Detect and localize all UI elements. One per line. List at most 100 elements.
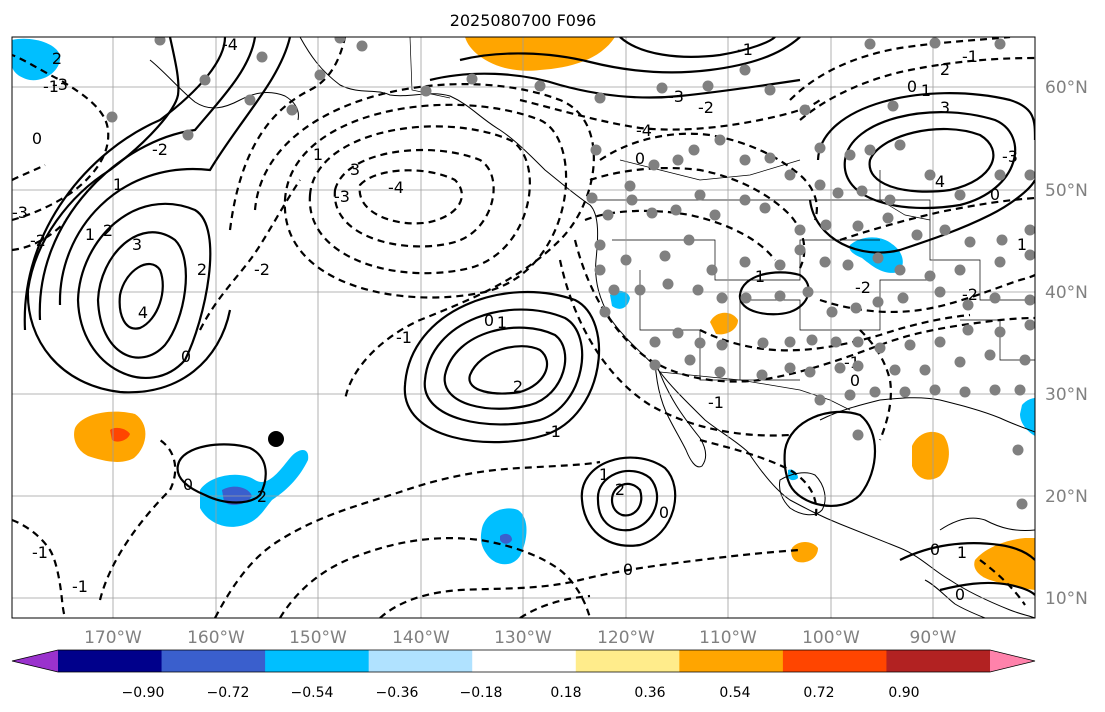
contour-line — [843, 111, 1017, 210]
contour-label: 0 — [955, 585, 965, 604]
contour-line — [699, 438, 818, 521]
contour-label: 3 — [940, 98, 950, 117]
lon-label: 170°W — [84, 628, 142, 648]
station-marker — [706, 264, 718, 276]
contour-line — [58, 37, 292, 306]
contour-line — [12, 164, 46, 181]
contour-line — [423, 308, 584, 426]
station-marker — [684, 354, 696, 366]
contour-line — [610, 482, 643, 517]
station-marker — [594, 239, 606, 251]
lat-label: 50°N — [1045, 181, 1088, 201]
contour-label: 0 — [484, 311, 494, 330]
station-marker — [852, 336, 864, 348]
station-marker — [1024, 169, 1035, 181]
contour-label: 3 — [350, 160, 360, 179]
contour-label: -3 — [52, 75, 68, 94]
station-marker — [852, 360, 864, 372]
contour-label: 1 — [957, 543, 967, 562]
contour-label: -1 — [962, 47, 978, 66]
station-marker — [314, 69, 326, 81]
contour-line — [859, 329, 892, 441]
contour-label: 0 — [32, 129, 42, 148]
station-marker — [864, 38, 876, 50]
contour-line — [199, 179, 301, 331]
lon-label: 150°W — [289, 628, 347, 648]
station-marker — [894, 139, 906, 151]
contour-label: 1 — [113, 175, 123, 194]
station-marker — [894, 264, 906, 276]
contour-line — [573, 239, 1035, 383]
lat-label: 60°N — [1045, 78, 1088, 98]
station-marker — [934, 286, 946, 298]
station-marker — [466, 73, 478, 85]
contour-label: 0 — [990, 185, 1000, 204]
lon-label: 160°W — [187, 628, 245, 648]
contour-line — [176, 443, 267, 504]
station-marker — [864, 144, 876, 156]
contour-line — [379, 548, 801, 618]
contour-label: 2 — [513, 377, 523, 396]
station-marker — [939, 224, 951, 236]
contour-label: -2 — [152, 140, 168, 159]
station-marker — [1024, 294, 1035, 306]
station-marker — [924, 270, 936, 282]
station-marker — [826, 306, 838, 318]
shade-patch — [74, 411, 146, 462]
station-marker — [334, 37, 346, 44]
contour-label: -2 — [30, 231, 46, 250]
contour-line — [333, 148, 495, 248]
contour-line — [228, 37, 347, 231]
colorbar-segment — [575, 650, 680, 672]
colorbar-tick-label: −0.90 — [122, 685, 165, 701]
contour-line — [596, 469, 659, 532]
contour-labels: 4 3 2 1 0 -1 -2 -3 -4 2 1 0 -1 -2 -3 -4 … — [12, 37, 1027, 604]
station-marker — [852, 429, 864, 441]
station-marker — [994, 326, 1006, 338]
contour-label: -1 — [43, 77, 59, 96]
station-marker — [740, 292, 752, 304]
lon-label: 90°W — [910, 628, 957, 648]
station-marker — [929, 37, 941, 49]
shade-patch — [710, 312, 738, 335]
station-marker — [759, 202, 771, 214]
contour-line — [23, 37, 227, 331]
station-marker — [624, 180, 636, 192]
contour-label: 0 — [623, 560, 633, 579]
lon-label: 140°W — [392, 628, 450, 648]
station-marker — [420, 85, 432, 97]
contour-label: 0 — [850, 371, 860, 390]
station-marker — [256, 51, 268, 63]
contour-label: 4 — [935, 172, 945, 191]
colorbar-segment — [58, 650, 163, 672]
contour-line — [253, 83, 595, 401]
station-marker — [996, 234, 1008, 246]
contour-line — [468, 345, 549, 395]
contour-label: 2 — [615, 480, 625, 499]
station-marker — [964, 236, 976, 248]
station-marker — [994, 38, 1006, 50]
station-marker — [869, 386, 881, 398]
station-marker — [872, 296, 884, 308]
contour-label: 4 — [138, 303, 148, 322]
station-marker — [784, 362, 796, 374]
contour-label: 1 — [497, 313, 507, 332]
contour-line — [519, 98, 821, 131]
contour-line — [214, 460, 601, 618]
station-marker — [590, 144, 602, 156]
contour-label: 0 — [659, 503, 669, 522]
colorbar-segment — [886, 650, 991, 672]
station-marker — [757, 337, 769, 349]
contour-label: 2 — [257, 487, 267, 506]
station-marker — [714, 366, 726, 378]
shade-patch — [110, 427, 130, 442]
contour-line — [839, 196, 1035, 242]
colorbar-segment — [368, 650, 473, 672]
station-marker — [994, 256, 1006, 268]
station-marker — [924, 169, 936, 181]
station-marker — [106, 111, 118, 123]
contour-line — [12, 518, 67, 618]
contour-label: -1 — [737, 40, 753, 59]
lat-label: 20°N — [1045, 487, 1088, 507]
colorbar-segment — [679, 650, 784, 672]
